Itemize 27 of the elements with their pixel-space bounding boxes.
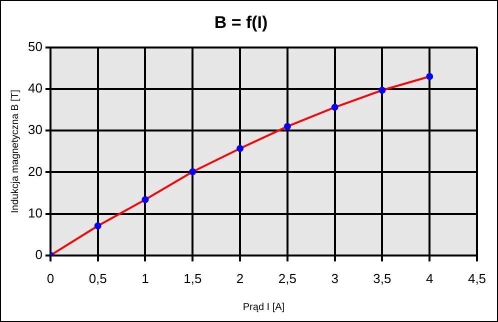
y-tick-label: 30: [28, 122, 42, 138]
y-tick-label: 10: [28, 205, 42, 220]
chart-title: B = f(I): [214, 12, 268, 32]
y-tick-label: 40: [28, 80, 42, 96]
x-tick-label: 1,5: [184, 270, 202, 286]
y-axis-title: Indukcja magnetyczna B [T]: [10, 89, 21, 214]
y-tick-label: 20: [28, 164, 42, 179]
point: [94, 222, 102, 230]
point: [189, 168, 196, 176]
point: [142, 196, 149, 204]
point: [236, 144, 244, 152]
point: [426, 73, 434, 80]
x-tick-label: 4: [426, 270, 434, 286]
x-tick-label: 0,5: [88, 270, 107, 286]
x-tick-label: 0: [46, 270, 54, 286]
x-tick-label: 2,5: [278, 270, 296, 286]
x-tick-label: 1: [142, 270, 149, 286]
x-axis-title: Prąd I [A]: [242, 302, 285, 313]
x-tick-label: 2: [236, 270, 244, 286]
x-tick-label: 3,5: [373, 270, 392, 286]
x-tick-label: 4,5: [468, 270, 486, 286]
y-tick-label: 50: [28, 38, 42, 54]
x-tick-label: 3: [331, 270, 338, 286]
y-tick-label: 0: [35, 246, 42, 262]
point: [331, 104, 338, 111]
point: [378, 86, 386, 94]
point: [284, 122, 291, 130]
